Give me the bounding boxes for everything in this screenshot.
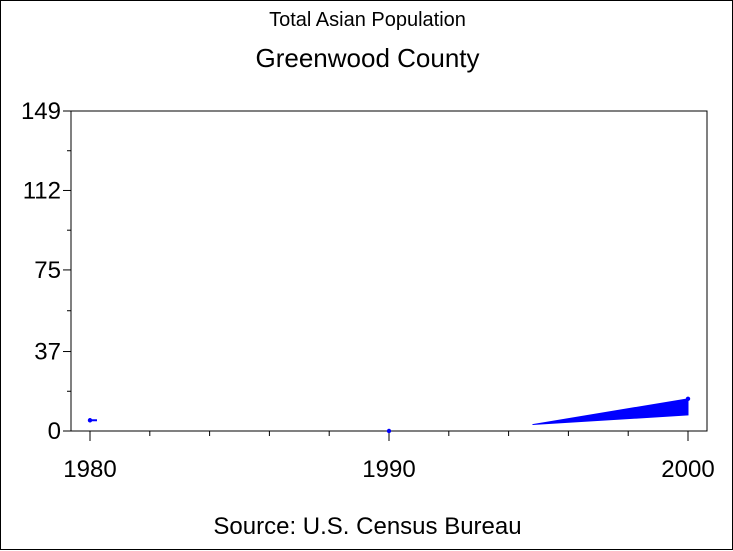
x-tick-label: 1980 xyxy=(63,456,116,483)
area-wedge xyxy=(532,398,689,426)
y-tick-label: 37 xyxy=(34,339,61,366)
plot-area xyxy=(70,110,708,432)
chart-subtitle: Total Asian Population xyxy=(269,9,466,31)
y-tick-label: 112 xyxy=(23,177,61,204)
y-axis: 0 37 75 112 149 xyxy=(21,98,71,445)
x-axis: 1980 1990 2000 xyxy=(63,431,715,483)
data-point xyxy=(386,428,392,434)
y-tick-label: 75 xyxy=(34,257,61,284)
source-note: Source: U.S. Census Bureau xyxy=(213,513,522,540)
y-tick-label: 149 xyxy=(21,98,61,125)
data-point xyxy=(685,396,691,401)
data-point xyxy=(87,418,93,423)
chart-title: Greenwood County xyxy=(255,43,480,73)
x-tick-label: 2000 xyxy=(661,456,714,483)
data-marks xyxy=(87,396,691,434)
x-tick-label: 1990 xyxy=(362,456,415,483)
y-tick-label: 0 xyxy=(48,418,61,445)
